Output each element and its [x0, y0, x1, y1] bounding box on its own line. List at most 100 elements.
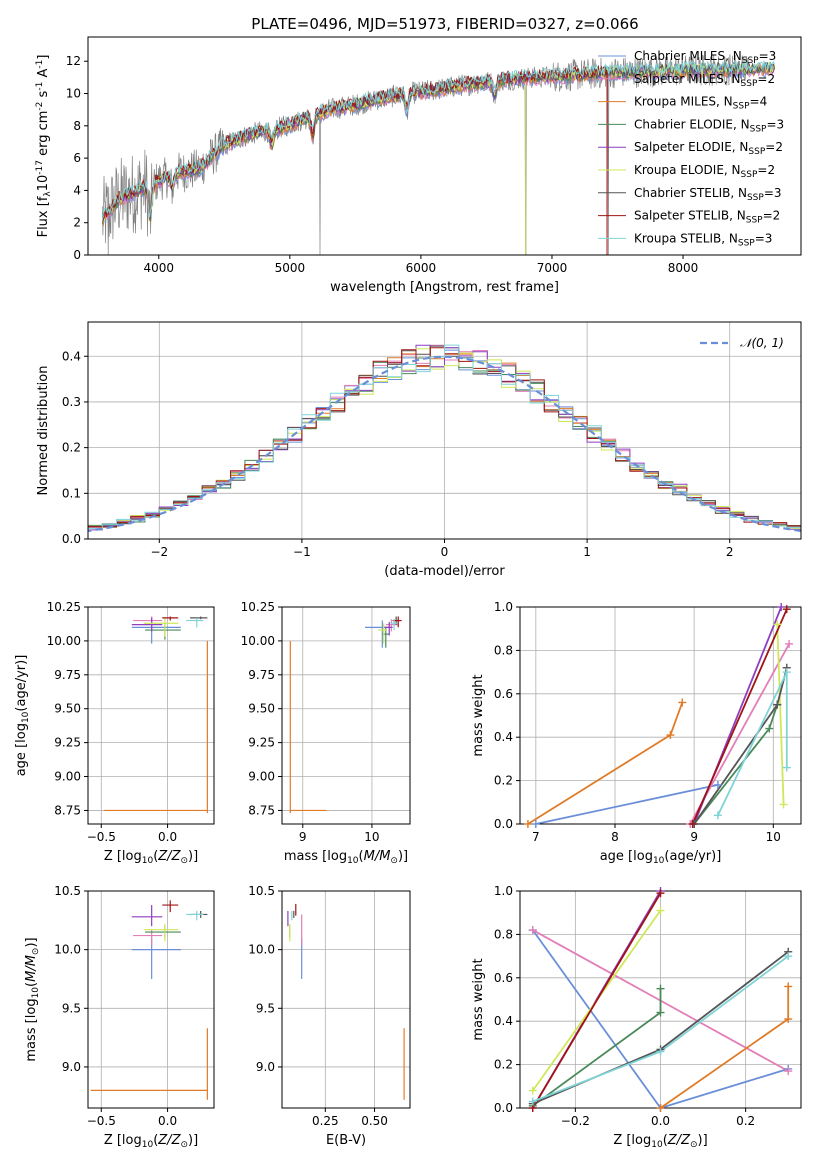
legend-label: 𝒩(0, 1)	[740, 336, 784, 350]
y-tick-label: 0.0	[62, 532, 81, 546]
x-axis-label: (data-model)/error	[384, 564, 505, 579]
axes-mass-vs-EBV: 0.25 0.50 9.0 9.5 10.0 10.5 E(B-V)	[248, 884, 411, 1148]
axes-spectrum: 4000 5000 6000 7000 8000 0 2 4 6 8 10 12 wavelength …	[35, 36, 802, 295]
axes-frame	[87, 890, 215, 1109]
label-segment: -1	[35, 60, 45, 69]
y-axis-label: mass weight	[471, 674, 486, 756]
legend-tail: =2	[757, 72, 775, 86]
legend-tail: =2	[763, 209, 781, 223]
x-axis-label: age [log10(age/yr)]	[600, 849, 722, 866]
y-tick-label: 0.0	[494, 817, 513, 831]
legend-tail: =3	[759, 49, 777, 63]
y-tick-label: 9.25	[54, 736, 81, 750]
axes-age-vs-Z: −0.5 0.0 8.75 9.00 9.25 9.50 9.75 10.00 10.25 Z […	[14, 600, 215, 866]
label-segment: 10	[31, 987, 41, 999]
legend-label: Kroupa STELIB, NSSP=3	[634, 231, 772, 248]
y-tick-label: 10.25	[241, 600, 275, 614]
plot-area-mass-vs-Z	[90, 900, 208, 1100]
x-tick-label: 7	[532, 830, 540, 844]
y-tick-label: 9.00	[54, 770, 81, 784]
label-segment: age [log	[14, 723, 29, 776]
mass-weight-line-7	[691, 608, 788, 824]
x-tick-label: 0.0	[158, 830, 177, 844]
axes-mass-vs-Z: −0.5 0.09.09.510.010.5Z [log10(Z/Z⊙)]mass…	[24, 884, 215, 1150]
label-segment: Normed distribution	[36, 366, 51, 496]
label-segment: mass weight	[471, 958, 486, 1040]
x-tick-label: 9	[690, 830, 698, 844]
label-segment: age/yr	[669, 849, 711, 864]
x-tick-label: 8000	[668, 261, 699, 275]
label-segment: ⊙	[180, 856, 188, 866]
y-tick-label: 0.6	[494, 971, 513, 985]
y-tick-label: 0.0	[494, 1101, 513, 1115]
y-tick-label: 8.75	[54, 803, 81, 817]
x-tick-label: 9	[299, 830, 307, 844]
label-segment: erg cm	[36, 111, 51, 160]
label-segment: age [log	[600, 849, 653, 864]
y-tick-label: 9.75	[248, 668, 275, 682]
y-tick-label: 9.0	[62, 1060, 81, 1074]
y-tick-label: 0.1	[62, 486, 81, 500]
y-tick-label: 9.50	[54, 702, 81, 716]
y-tick-label: 0.2	[62, 441, 81, 455]
label-segment: (	[24, 982, 39, 987]
x-tick-label: 5000	[275, 261, 306, 275]
x-tick-label: 10	[364, 830, 379, 844]
plot-area-residuals	[88, 344, 801, 533]
x-tick-label: 0.2	[736, 1114, 755, 1128]
label-segment: (data-model)/error	[384, 564, 505, 579]
x-tick-label: 0.50	[361, 1114, 388, 1128]
y-tick-label: 0.4	[62, 349, 81, 363]
x-tick-label: 0.0	[158, 1114, 177, 1128]
legend-label: Salpeter ELODIE, NSSP=2	[634, 140, 783, 157]
label-segment: )]	[24, 937, 39, 947]
y-tick-label: 0.6	[494, 687, 513, 701]
label-segment: λ	[43, 191, 53, 197]
y-tick-label: 10.5	[54, 884, 81, 898]
plot-area-spectrum	[101, 54, 775, 255]
figure-title: PLATE=0496, MJD=51973, FIBERID=0327, z=0…	[251, 15, 638, 33]
x-tick-label: 0.0	[651, 1114, 670, 1128]
label-segment: mass [log	[284, 849, 347, 864]
x-axis-label: Z [log10(Z/Z⊙)]	[104, 849, 198, 866]
x-tick-label: 6000	[406, 261, 437, 275]
y-tick-label: 0.2	[494, 1058, 513, 1072]
x-tick-label: −0.5	[87, 830, 116, 844]
legend-subscript: SSP	[741, 79, 758, 89]
y-tick-label: 0.2	[494, 774, 513, 788]
label-segment: 10	[347, 856, 359, 866]
x-tick-label: 7000	[537, 261, 568, 275]
label-segment: s	[36, 90, 51, 101]
x-tick-label: −0.5	[87, 1114, 116, 1128]
x-tick-label: 1	[583, 545, 591, 559]
x-tick-label: 10	[766, 830, 781, 844]
y-tick-label: 8	[73, 119, 81, 133]
y-tick-label: 9.5	[62, 1001, 81, 1015]
spectrum-model-line-7	[101, 65, 608, 220]
x-tick-label: 4000	[144, 261, 175, 275]
y-tick-label: 10.5	[248, 884, 275, 898]
legend-subscript: SSP	[750, 124, 767, 134]
legend-tail: =3	[755, 231, 773, 245]
x-tick-label: −0.2	[561, 1114, 590, 1128]
legend-label: Kroupa ELODIE, NSSP=2	[634, 163, 775, 180]
y-tick-label: 10.00	[241, 634, 275, 648]
label-segment: Z/Z	[667, 1133, 691, 1148]
label-segment: M/M	[24, 955, 39, 982]
label-segment: )]	[188, 1133, 198, 1148]
legend-label: Salpeter MILES, NSSP=2	[634, 72, 775, 89]
label-segment: )]	[188, 849, 198, 864]
legend-subscript: SSP	[746, 216, 763, 226]
label-segment: 10	[142, 856, 154, 866]
axes-frame	[281, 606, 411, 825]
x-tick-label: −2	[150, 545, 168, 559]
legend-tail: =2	[757, 163, 775, 177]
y-tick-label: 2	[73, 216, 81, 230]
label-segment: 10	[653, 856, 665, 866]
y-tick-label: 10.00	[47, 634, 81, 648]
y-tick-label: 0	[73, 248, 81, 262]
label-segment: 10	[142, 1140, 154, 1150]
y-tick-label: 1.0	[494, 884, 513, 898]
y-tick-label: 10	[66, 87, 81, 101]
